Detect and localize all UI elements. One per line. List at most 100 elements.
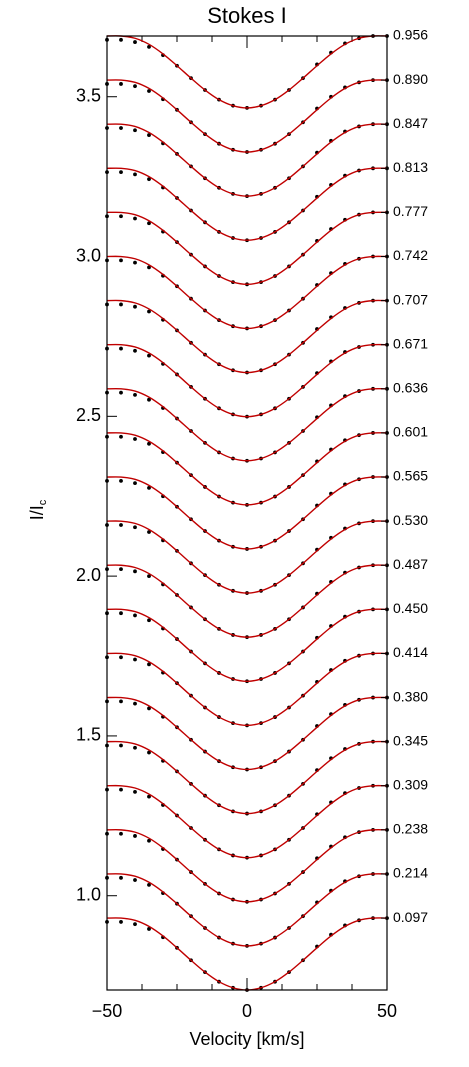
observed-point: [133, 437, 137, 441]
observed-point: [133, 922, 137, 927]
observed-point: [119, 920, 123, 924]
phase-label: 0.214: [393, 865, 428, 881]
observed-point: [133, 348, 137, 353]
observed-point: [119, 523, 123, 527]
model-line: [106, 696, 388, 771]
phase-label: 0.742: [393, 247, 428, 263]
phase-label: 0.238: [393, 821, 428, 837]
phase-label: 0.890: [393, 71, 428, 87]
model-line: [106, 255, 388, 330]
model-line: [106, 829, 388, 903]
observed-point: [119, 831, 123, 836]
observed-point: [133, 878, 137, 882]
observed-point: [147, 927, 151, 931]
y-tick-label: 1.0: [76, 884, 101, 904]
observed-point: [133, 525, 137, 530]
observed-point: [119, 478, 123, 483]
observed-point: [147, 89, 151, 93]
y-tick-label: 3.0: [76, 245, 101, 265]
observed-point: [119, 170, 123, 175]
observed-point: [147, 574, 151, 579]
x-tick-label: −50: [92, 1001, 123, 1021]
observed-point: [119, 875, 123, 880]
phase-label: 0.530: [393, 512, 428, 528]
phase-label: 0.601: [393, 424, 428, 440]
model-line: [106, 520, 388, 594]
observed-point: [133, 789, 137, 794]
observed-point: [147, 486, 151, 490]
model-line: [106, 476, 388, 550]
x-axis-label: Velocity [km/s]: [189, 1029, 304, 1049]
observed-point: [133, 128, 137, 133]
observed-point: [133, 569, 137, 574]
phase-label: 0.671: [393, 335, 428, 351]
observed-point: [147, 662, 151, 667]
observed-point: [133, 216, 137, 221]
observed-point: [133, 613, 137, 618]
observed-point: [119, 37, 123, 42]
observed-point: [133, 84, 137, 89]
model-line: [106, 123, 388, 197]
model-line: [106, 784, 388, 859]
observed-point: [147, 441, 151, 446]
observed-point: [147, 706, 151, 711]
observed-point: [147, 309, 151, 314]
y-tick-label: 2.5: [76, 405, 101, 425]
phase-label: 0.777: [393, 203, 428, 219]
observed-point: [119, 567, 123, 571]
phase-label: 0.956: [393, 27, 428, 43]
observed-point: [133, 40, 137, 44]
model-line: [106, 608, 388, 682]
observed-point: [119, 434, 123, 439]
phase-label: 0.636: [393, 380, 428, 396]
observed-point: [133, 657, 137, 662]
observed-point: [119, 699, 123, 704]
observed-point: [147, 397, 151, 402]
observed-point: [147, 750, 151, 755]
y-tick-label: 3.5: [76, 85, 101, 105]
observed-point: [147, 177, 151, 182]
observed-point: [119, 787, 123, 792]
phase-label: 0.707: [393, 291, 428, 307]
model-line: [106, 387, 388, 462]
observed-point: [119, 214, 123, 219]
phase-label: 0.414: [393, 644, 428, 660]
observed-point: [133, 172, 137, 177]
model-line: [106, 35, 388, 109]
y-axis-label-sub: c: [37, 499, 49, 505]
phase-label: 0.847: [393, 115, 428, 131]
observed-point: [119, 126, 123, 130]
observed-point: [147, 133, 151, 137]
observed-point: [119, 82, 123, 86]
model-line: [106, 211, 388, 286]
model-line: [106, 652, 388, 727]
observed-point: [119, 743, 123, 748]
model-line: [106, 432, 388, 506]
observed-point: [147, 838, 151, 843]
observed-point: [119, 346, 123, 351]
y-tick-label: 2.0: [76, 565, 101, 585]
phase-label: 0.565: [393, 468, 428, 484]
y-tick-label: 1.5: [76, 725, 101, 745]
phase-label: 0.309: [393, 776, 428, 792]
observed-point: [147, 353, 151, 358]
phase-label: 0.380: [393, 688, 428, 704]
model-line: [106, 740, 388, 815]
phase-label: 0.345: [393, 732, 428, 748]
phase-label: 0.450: [393, 600, 428, 616]
chart-title: Stokes I: [207, 3, 286, 28]
observed-point: [133, 834, 137, 838]
phase-label: 0.097: [393, 909, 428, 925]
observed-point: [119, 390, 123, 395]
x-tick-label: 0: [242, 1001, 252, 1021]
observed-point: [147, 882, 151, 887]
observed-point: [133, 393, 137, 397]
model-line: [106, 167, 388, 241]
observed-point: [147, 221, 151, 226]
observed-point: [133, 745, 137, 750]
observed-point: [133, 481, 137, 486]
observed-point: [119, 258, 123, 263]
observed-point: [147, 265, 151, 270]
observed-point: [133, 304, 137, 309]
